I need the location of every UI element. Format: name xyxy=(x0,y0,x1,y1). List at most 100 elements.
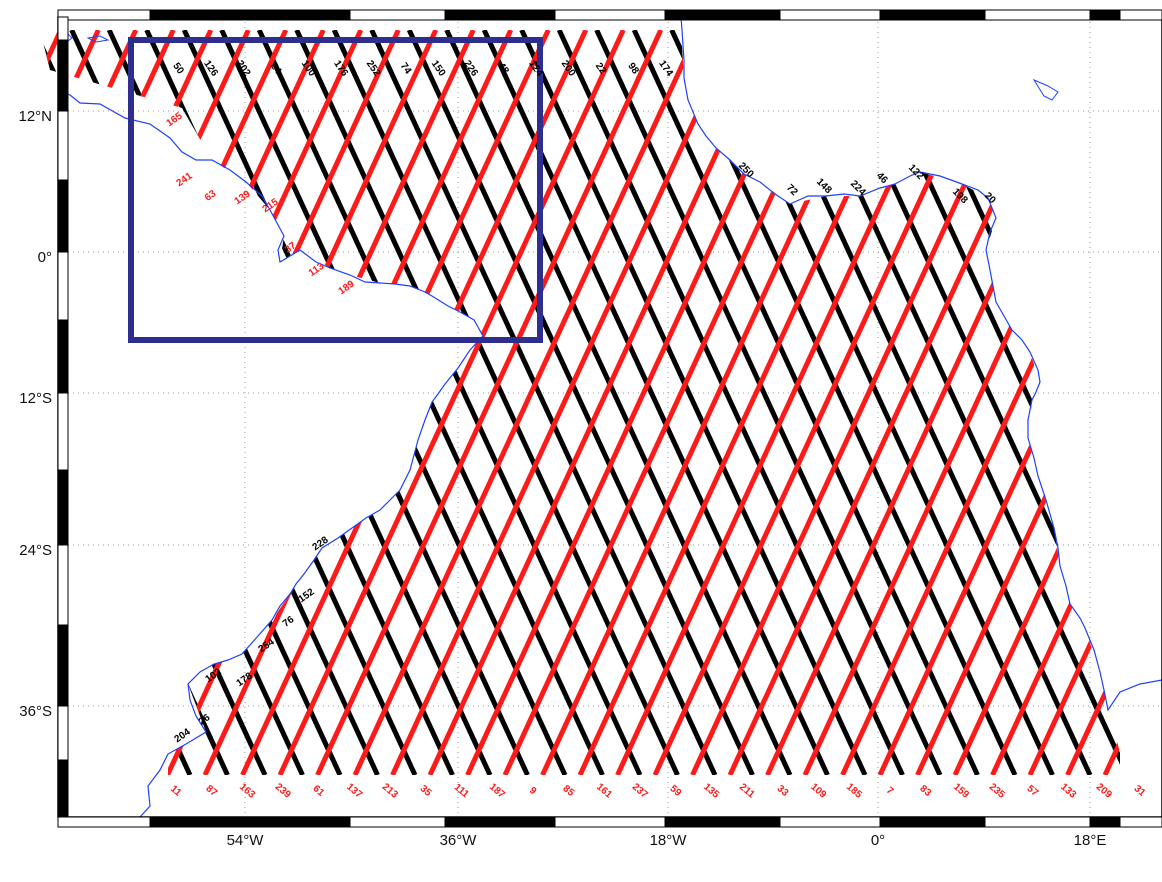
track-label-bottom: 133 xyxy=(1058,782,1078,801)
track-label-west-black: 76 xyxy=(281,614,297,630)
track-label-bottom: 11 xyxy=(168,783,184,799)
track-label-bottom: 33 xyxy=(775,783,791,799)
frame-band-top xyxy=(665,10,780,20)
ascending-track-line xyxy=(880,30,1162,775)
ascending-track-line xyxy=(693,30,1036,775)
track-label-bottom: 61 xyxy=(311,783,327,799)
frame-band-bottom xyxy=(555,817,665,827)
frame-band-left xyxy=(58,706,68,760)
ascending-track-line xyxy=(318,30,661,775)
frame-band-left xyxy=(58,625,68,706)
track-label-africa: 72 xyxy=(784,182,800,198)
frame-band-bottom xyxy=(1120,817,1162,827)
frame-band-left xyxy=(58,40,68,111)
ascending-track-line xyxy=(730,30,1073,775)
frame-band-top xyxy=(555,10,665,20)
ascending-track-line xyxy=(393,30,736,775)
ascending-track-line xyxy=(768,30,1111,775)
descending-track-line xyxy=(109,30,452,775)
track-label-west-red: 165 xyxy=(165,110,185,129)
lon-tick-18w: 18°W xyxy=(650,832,688,849)
ascending-track-line xyxy=(55,30,398,775)
frame-band-bottom xyxy=(58,817,150,827)
frame-band-left xyxy=(58,252,68,320)
track-label-bottom: 211 xyxy=(737,782,757,801)
ascending-track-line xyxy=(618,30,961,775)
track-label-bottom: 235 xyxy=(987,782,1007,801)
descending-track-line xyxy=(72,30,415,775)
track-label-bottom: 35 xyxy=(418,783,434,799)
ascending-track-line xyxy=(468,30,811,775)
descending-track-line xyxy=(822,30,1162,775)
track-label-africa: 148 xyxy=(814,176,834,196)
track-label-bottom: 87 xyxy=(204,783,220,799)
frame-band-bottom xyxy=(780,817,880,827)
frame-band-bottom xyxy=(985,817,1090,827)
frame-band-left xyxy=(58,180,68,252)
ascending-track-line xyxy=(243,30,586,775)
ascending-track-line xyxy=(955,30,1162,775)
lat-tick-12n: 12°N xyxy=(18,108,52,125)
descending-track-line xyxy=(1084,30,1162,775)
frame-band-left xyxy=(58,393,68,470)
lat-tick-12s: 12°S xyxy=(19,390,52,407)
frame-band-left xyxy=(58,320,68,393)
track-label-bottom: 159 xyxy=(951,782,971,801)
ascending-track-line xyxy=(1143,30,1162,775)
frame-band-top xyxy=(780,10,880,20)
track-label-west-red: 113 xyxy=(307,261,327,280)
track-label-west-red: 189 xyxy=(337,278,357,297)
track-label-bottom: 163 xyxy=(237,782,257,801)
frame-band-top xyxy=(350,10,445,20)
mediterranean-outline xyxy=(1034,80,1058,100)
ascending-track-line xyxy=(1030,30,1162,775)
frame-band-top xyxy=(58,10,150,20)
track-label-bottom: 213 xyxy=(380,782,400,801)
frame-band-left xyxy=(58,760,68,817)
frame-band-left xyxy=(58,111,68,180)
track-label-bottom: 161 xyxy=(594,782,614,801)
frame-band-bottom xyxy=(350,817,445,827)
lat-tick-36s: 36°S xyxy=(19,703,52,720)
track-label-africa: 198 xyxy=(950,186,970,206)
ascending-track-line xyxy=(168,30,511,775)
track-label-bottom: 185 xyxy=(844,782,864,801)
track-label-bottom: 111 xyxy=(452,782,471,801)
track-label-top: 50 xyxy=(170,61,186,77)
ascending-track-line xyxy=(280,30,623,775)
track-label-bottom: 187 xyxy=(487,782,507,801)
ascending-track-line xyxy=(655,30,998,775)
track-label-africa: 122 xyxy=(906,162,926,182)
ascending-track-line xyxy=(505,30,848,775)
lat-tick-24s: 24°S xyxy=(19,542,52,559)
track-label-bottom: 59 xyxy=(668,783,684,799)
descending-track-line xyxy=(1122,30,1162,775)
lon-tick-18e: 18°E xyxy=(1074,832,1107,849)
frame-band-left xyxy=(58,17,68,40)
track-label-west-black: 228 xyxy=(311,534,331,553)
track-label-bottom: 209 xyxy=(1094,782,1114,801)
track-label-west-red: 241 xyxy=(175,170,195,189)
frame-band-left xyxy=(58,545,68,625)
descending-track-line xyxy=(147,30,490,775)
descending-track-line xyxy=(859,30,1162,775)
track-label-top: 174 xyxy=(656,59,675,79)
frame-band-top xyxy=(1120,10,1162,20)
track-label-west-red: 139 xyxy=(233,188,253,207)
frame-band-bottom xyxy=(665,817,780,827)
track-label-africa: 20 xyxy=(982,190,998,206)
ascending-track-line xyxy=(805,30,1148,775)
track-label-bottom: 7 xyxy=(884,785,896,797)
track-label-west-black: 204 xyxy=(173,726,193,745)
ascending-track-line xyxy=(355,30,698,775)
ascending-track-line xyxy=(1105,30,1162,775)
track-label-bottom: 31 xyxy=(1132,783,1148,799)
track-label-west-black: 26 xyxy=(197,712,213,728)
track-label-bottom: 83 xyxy=(918,783,934,799)
track-label-bottom: 135 xyxy=(701,782,721,801)
track-label-bottom: 85 xyxy=(561,783,577,799)
ascending-track-line xyxy=(18,30,361,775)
ascending-track-line xyxy=(430,30,773,775)
